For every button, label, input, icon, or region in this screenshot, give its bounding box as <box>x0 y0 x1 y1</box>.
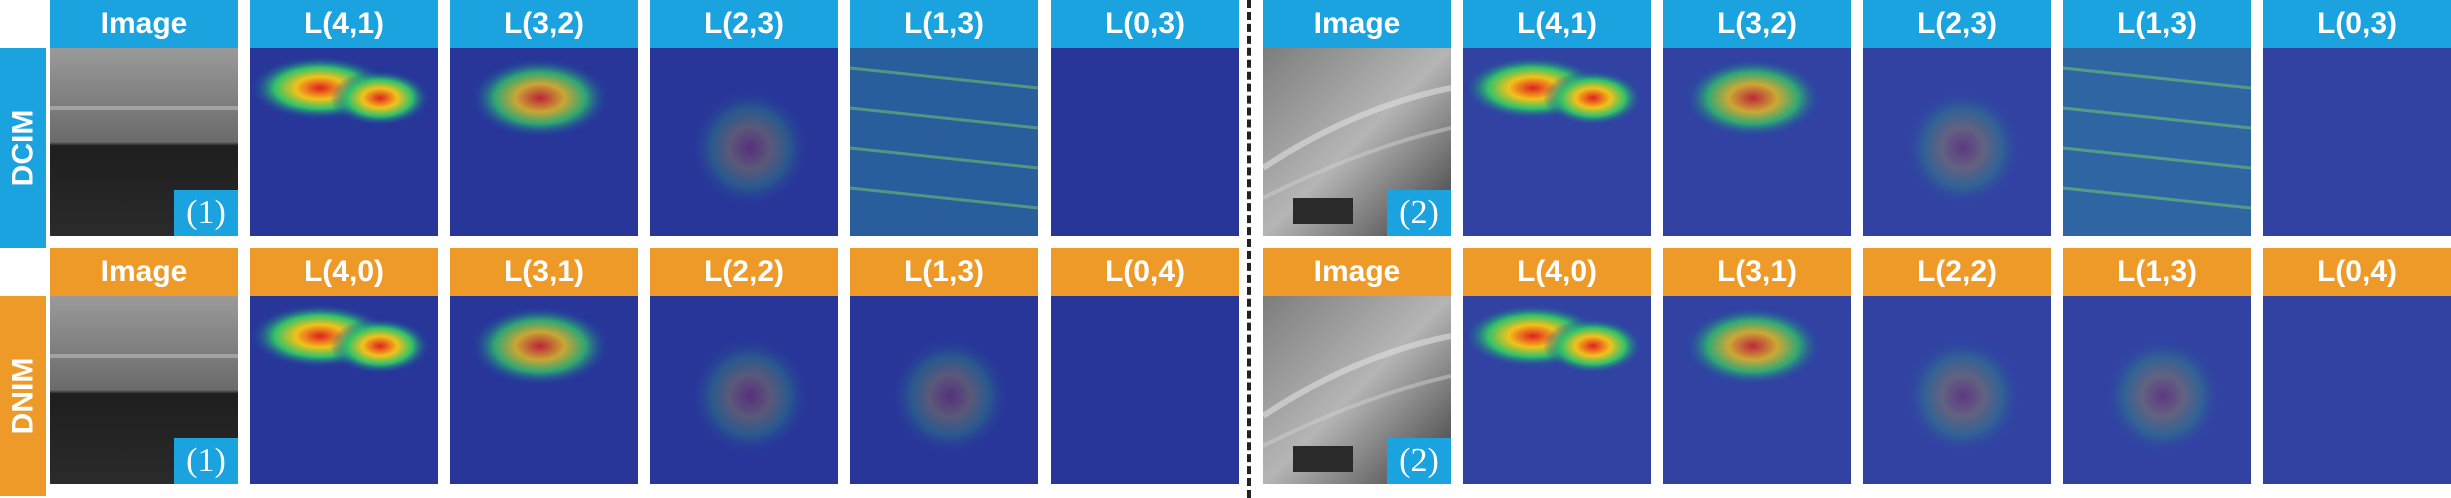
image-index-badge: (2) <box>1387 438 1451 484</box>
column-header: L(4,0) <box>1463 248 1651 296</box>
column-header: L(2,2) <box>650 248 838 296</box>
column-header: L(4,1) <box>250 0 438 48</box>
column-header: L(3,2) <box>1663 0 1851 48</box>
feature-map <box>250 48 438 236</box>
feature-map <box>1863 296 2051 484</box>
feature-map <box>2063 296 2251 484</box>
feature-map <box>1663 296 1851 484</box>
feature-map <box>850 48 1038 236</box>
column-header: Image <box>50 248 238 296</box>
row-label-dcim: DCIM <box>0 48 46 248</box>
column-header: L(1,3) <box>2063 0 2251 48</box>
image-index-badge: (1) <box>174 190 238 236</box>
source-image: (1) <box>50 48 238 236</box>
column-header: L(2,2) <box>1863 248 2051 296</box>
feature-map <box>2263 48 2451 236</box>
column-header: L(0,4) <box>1051 248 1239 296</box>
feature-map <box>850 296 1038 484</box>
column-header: L(1,3) <box>850 248 1038 296</box>
feature-map <box>1051 296 1239 484</box>
image-index-badge: (1) <box>174 438 238 484</box>
feature-map <box>1463 48 1651 236</box>
column-header: Image <box>50 0 238 48</box>
row-label-dnim-text: DNIM <box>6 358 40 435</box>
feature-map <box>250 296 438 484</box>
row-label-dnim: DNIM <box>0 296 46 496</box>
column-header: L(2,3) <box>1863 0 2051 48</box>
column-header: L(3,1) <box>450 248 638 296</box>
feature-map <box>650 48 838 236</box>
column-header: L(0,3) <box>1051 0 1239 48</box>
feature-map <box>450 48 638 236</box>
image-index-badge: (2) <box>1387 190 1451 236</box>
group-divider <box>1247 0 1251 498</box>
column-header: L(1,3) <box>2063 248 2251 296</box>
feature-map <box>1051 48 1239 236</box>
feature-map <box>2063 48 2251 236</box>
source-image: (2) <box>1263 48 1451 236</box>
source-image: (1) <box>50 296 238 484</box>
feature-map <box>1863 48 2051 236</box>
feature-map <box>1663 48 1851 236</box>
column-header: L(4,1) <box>1463 0 1651 48</box>
feature-map <box>450 296 638 484</box>
column-header: L(2,3) <box>650 0 838 48</box>
feature-map <box>650 296 838 484</box>
column-header: L(0,4) <box>2263 248 2451 296</box>
row-label-dcim-text: DCIM <box>6 110 40 187</box>
column-header: Image <box>1263 248 1451 296</box>
column-header: L(3,1) <box>1663 248 1851 296</box>
column-header: L(0,3) <box>2263 0 2451 48</box>
source-image: (2) <box>1263 296 1451 484</box>
feature-map <box>1463 296 1651 484</box>
feature-map <box>2263 296 2451 484</box>
column-header: Image <box>1263 0 1451 48</box>
column-header: L(4,0) <box>250 248 438 296</box>
column-header: L(3,2) <box>450 0 638 48</box>
column-header: L(1,3) <box>850 0 1038 48</box>
